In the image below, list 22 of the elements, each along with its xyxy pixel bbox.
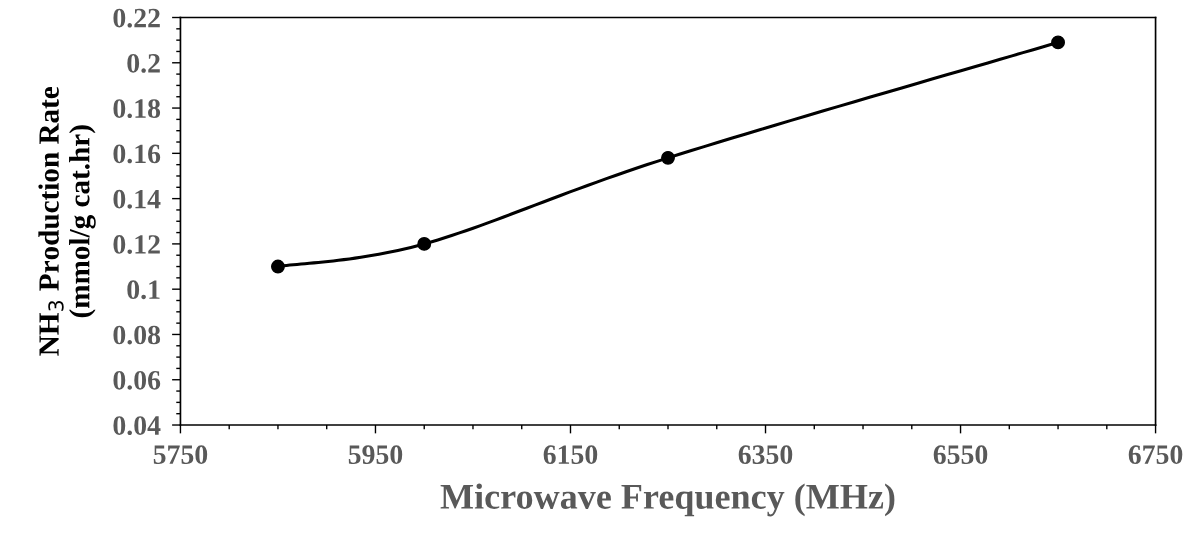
x-tick-label: 5750 xyxy=(153,445,208,465)
x-tick-label: 6550 xyxy=(933,445,988,465)
point xyxy=(1051,35,1065,50)
y-tick-label: 0.18 xyxy=(113,99,161,119)
y-tick-label: 0.12 xyxy=(113,235,160,254)
y-tick-label: 0.08 xyxy=(113,325,161,345)
point xyxy=(271,259,285,274)
y-tick-label: 0.14 xyxy=(113,189,161,209)
x-tick-label: 6350 xyxy=(738,445,793,465)
point xyxy=(661,150,675,165)
x-tick-label: 6750 xyxy=(1128,445,1183,465)
y-axis-title: NH$_{3}$ Production Rate (mmol/g cat.hr) xyxy=(38,87,96,356)
x-axis-title: Microwave Frequency (MHz) xyxy=(440,483,895,517)
y-tick-label: 0.1 xyxy=(127,280,160,300)
y-tick-label: 0.06 xyxy=(113,370,161,390)
y-tick-label: 0.2 xyxy=(127,53,160,73)
x-tick-label: 6150 xyxy=(543,445,598,465)
y-tick-label: 0.04 xyxy=(113,416,161,436)
x-tick-label: 5950 xyxy=(348,445,403,465)
y-tick-label: 0.22 xyxy=(113,8,160,28)
y-tick-label: 0.16 xyxy=(113,144,161,164)
point xyxy=(417,236,432,251)
